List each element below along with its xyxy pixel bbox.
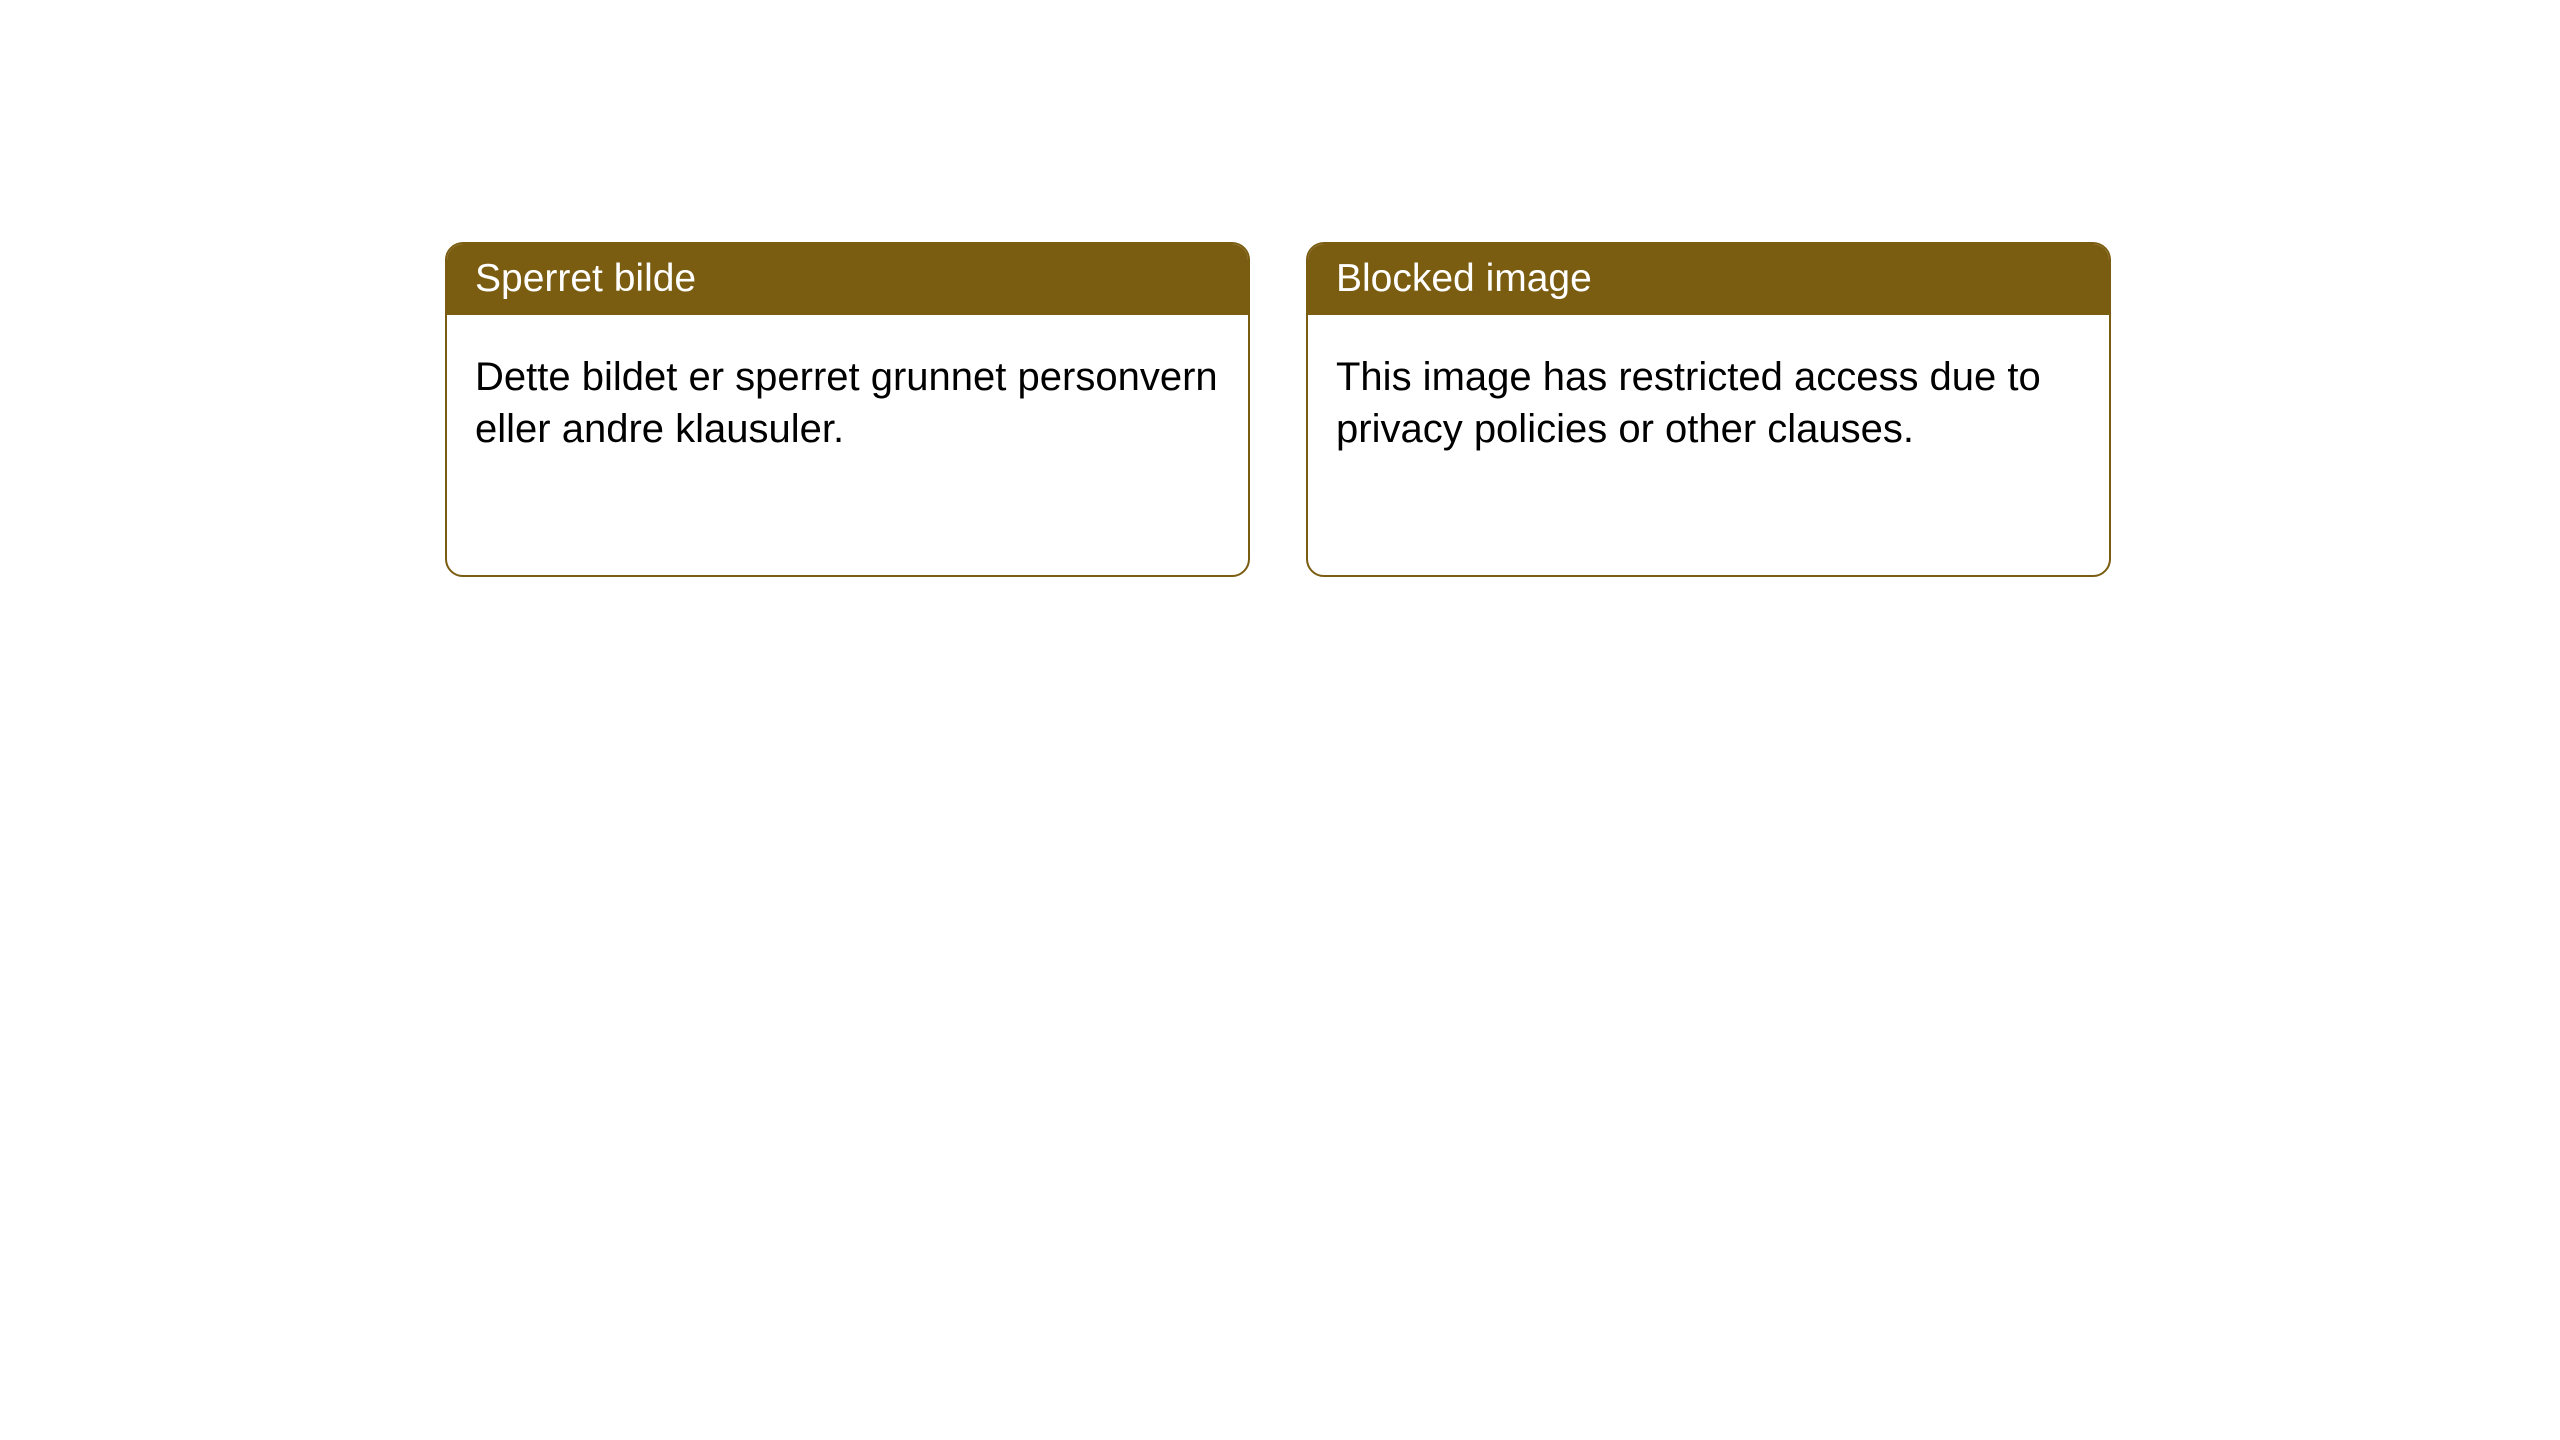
notice-cards-container: Sperret bilde Dette bildet er sperret gr… (0, 0, 2560, 577)
notice-card-header: Sperret bilde (447, 244, 1248, 315)
notice-card-body-text: Dette bildet er sperret grunnet personve… (475, 355, 1218, 451)
notice-card-body: This image has restricted access due to … (1308, 315, 2109, 491)
notice-card-header-text: Blocked image (1336, 257, 1592, 300)
notice-card-body: Dette bildet er sperret grunnet personve… (447, 315, 1248, 491)
notice-card-header: Blocked image (1308, 244, 2109, 315)
notice-card-header-text: Sperret bilde (475, 257, 696, 300)
notice-card-english: Blocked image This image has restricted … (1306, 242, 2111, 577)
notice-card-norwegian: Sperret bilde Dette bildet er sperret gr… (445, 242, 1250, 577)
notice-card-body-text: This image has restricted access due to … (1336, 355, 2041, 451)
